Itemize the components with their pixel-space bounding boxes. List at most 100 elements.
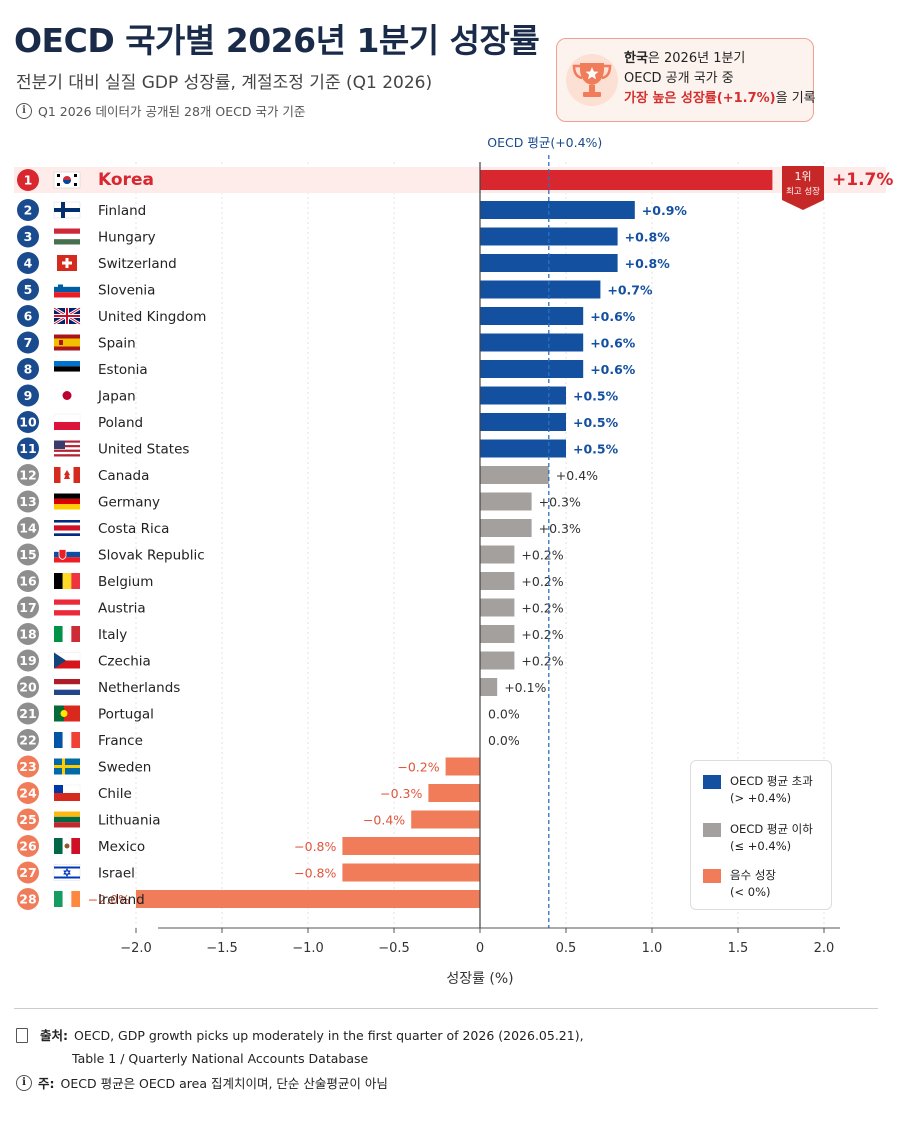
bar-lt (411, 810, 480, 829)
flag-part (64, 705, 80, 722)
flag-icon-gb (53, 306, 81, 326)
value-label-jp: +0.5% (573, 389, 619, 404)
x-axis-title: 성장률 (%) (446, 971, 513, 987)
country-label-pt: Portugal (98, 707, 154, 723)
flag-icon-se (54, 758, 80, 775)
country-label-cz: Czechia (98, 654, 151, 670)
flag-part (61, 202, 65, 218)
flag-icon-nl (54, 679, 80, 695)
value-label-gb: +0.6% (590, 309, 636, 324)
x-tick-label: 0 (476, 941, 484, 956)
country-label-de: Germany (98, 495, 160, 511)
flag-part (71, 626, 80, 642)
value-label-ie: −2.0% (88, 892, 130, 907)
flag-part (54, 366, 80, 372)
rank-number: 18 (19, 627, 36, 642)
source-line1: OECD, GDP growth picks up moderately in … (74, 1028, 584, 1043)
rank-number: 11 (19, 441, 36, 456)
flag-part (54, 286, 80, 293)
flag-part (54, 811, 80, 817)
flag-part (54, 440, 65, 449)
legend-label-above: OECD 평균 초과 (> +0.4%) (730, 774, 813, 805)
flag-part (54, 684, 80, 690)
info-icon: i (16, 102, 32, 119)
flag-part (54, 530, 80, 534)
rank-badge (17, 861, 39, 884)
rank-badge (17, 888, 39, 910)
rank-badge (17, 702, 39, 725)
value-label-be: +0.2% (521, 574, 563, 589)
callout-line1: 은 2026년 1분기 (647, 51, 746, 66)
value-label-pt: 0.0% (488, 707, 520, 722)
flag-part (54, 604, 80, 611)
rank-number: 4 (24, 256, 33, 271)
rank-badge (17, 252, 39, 274)
rank1-ribbon-line2: 최고 성장 (786, 186, 820, 197)
flag-part (54, 498, 80, 505)
flag-icon-jp (54, 387, 80, 404)
flag-part (54, 732, 63, 748)
rank-number: 23 (19, 759, 36, 774)
flag-icon-at (54, 599, 80, 616)
data-scope-note-text: Q1 2026 데이터가 공개된 28개 OECD 국가 기준 (38, 104, 306, 119)
flag-icon-ca (54, 467, 80, 483)
flag-part (54, 866, 80, 869)
flag-part (54, 573, 63, 589)
country-label-ie: Ireland (98, 892, 145, 908)
page-title: OECD 국가별 2026년 1분기 성장률 (14, 21, 540, 60)
rank-number: 19 (19, 653, 36, 668)
legend-item-negative: 음수 성장 (< 0%) (703, 867, 776, 901)
bar-de (480, 492, 532, 511)
flag-part (54, 705, 64, 722)
value-label-cz: +0.2% (521, 654, 563, 669)
rank-badge (17, 358, 39, 380)
flag-part (74, 174, 77, 177)
country-label-ee: Estonia (98, 362, 148, 378)
value-label-si: +0.7% (607, 283, 653, 298)
flag-part (54, 467, 61, 483)
country-label-il: Israel (98, 866, 135, 882)
country-label-ca: Canada (98, 468, 149, 484)
value-label-fr: 0.0% (488, 733, 520, 748)
flag-icon-es (54, 334, 80, 351)
rank-number: 14 (19, 521, 37, 536)
x-tick-label: −0.5 (378, 941, 410, 956)
value-label-cl: −0.3% (380, 786, 422, 801)
flag-part (62, 573, 72, 589)
flag-part (74, 183, 77, 186)
value-label-fi: +0.9% (642, 203, 688, 218)
flag-icon-si (54, 281, 80, 298)
rank-badge (17, 623, 39, 645)
value-label-es: +0.6% (590, 336, 636, 351)
rank-badge (17, 808, 39, 831)
page-subtitle: 전분기 대비 실질 GDP 성장률, 계절조정 기준 (Q1 2026) (16, 73, 433, 93)
flag-icon-lt (54, 811, 80, 828)
flag-part (54, 838, 63, 854)
value-label-nl: +0.1% (504, 680, 546, 695)
flag-icon-cz (53, 652, 81, 669)
flag-part (54, 281, 80, 287)
document-icon (16, 1028, 28, 1043)
flag-part (54, 610, 80, 616)
flag-part (58, 549, 67, 560)
flag-part (54, 233, 80, 240)
country-label-pl: Poland (98, 415, 143, 431)
value-label-ca: +0.4% (556, 468, 598, 483)
flag-part (71, 732, 80, 748)
legend-label-below: OECD 평균 이하 (≤ +0.4%) (730, 822, 813, 853)
flag-icon-be (54, 573, 80, 589)
rank-badge (17, 755, 39, 778)
flag-part (54, 520, 80, 523)
x-tick-label: −1.5 (206, 941, 238, 956)
flag-part (73, 467, 80, 483)
bar-cz (480, 651, 515, 670)
value-label-sk: +0.2% (521, 548, 563, 563)
flag-part (54, 445, 80, 448)
value-label-it: +0.2% (521, 627, 563, 642)
x-tick-label: 2.0 (814, 941, 835, 956)
flag-part (64, 470, 70, 479)
country-label-lt: Lithuania (98, 813, 161, 829)
flag-part (54, 208, 80, 212)
flag-part (63, 180, 71, 184)
flag-icon-ch (57, 255, 77, 271)
